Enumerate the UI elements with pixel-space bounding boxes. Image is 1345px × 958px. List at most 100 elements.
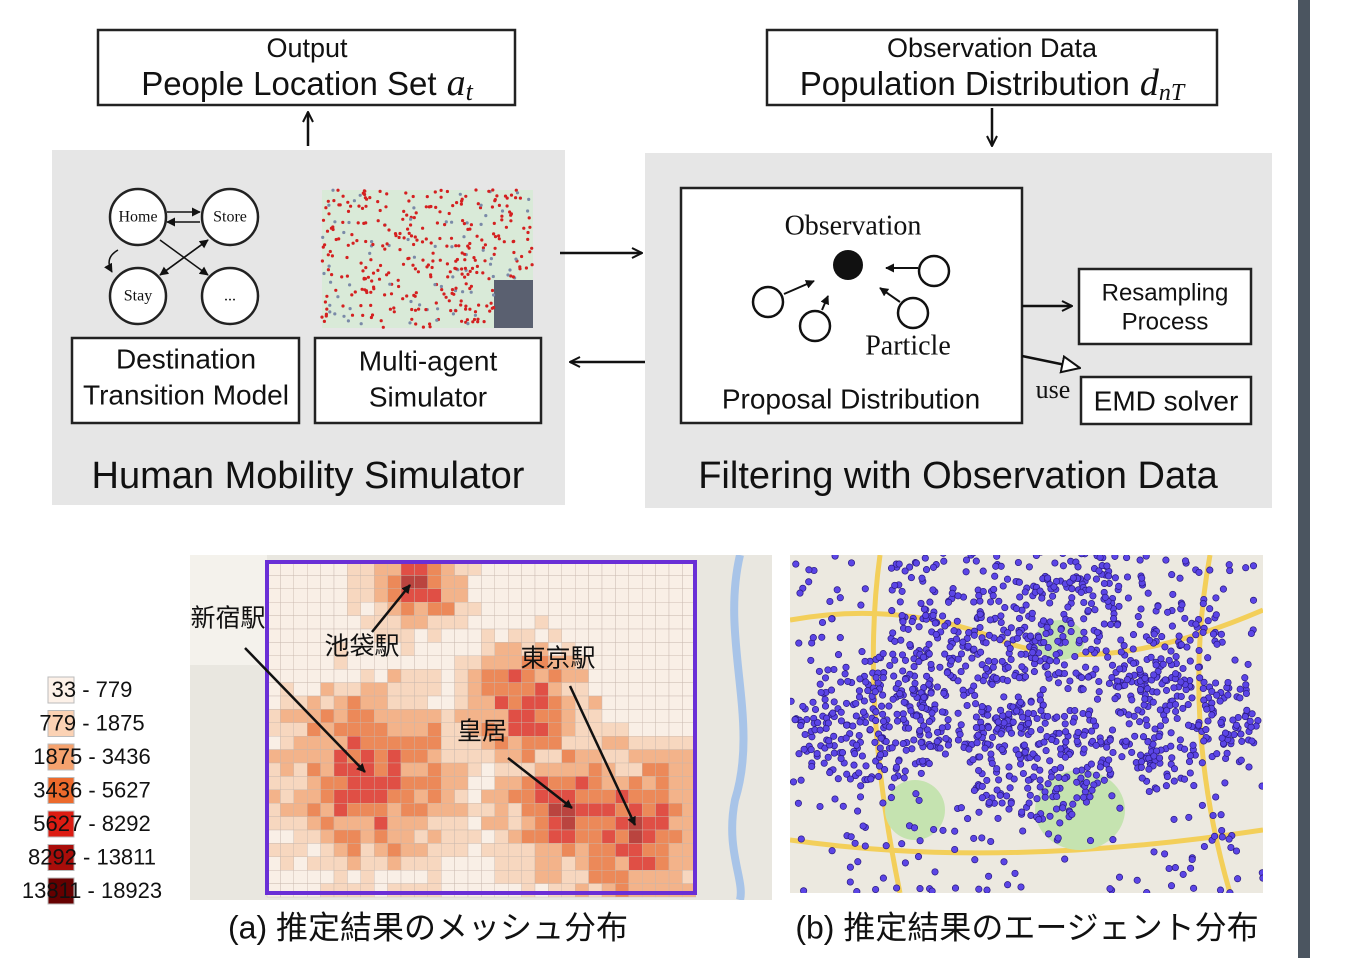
- agent-dot: [429, 205, 432, 208]
- mesh-cell: [481, 857, 494, 870]
- agent-dot: [958, 805, 964, 811]
- agent-dot: [969, 538, 975, 544]
- agent-dot: [1233, 848, 1239, 854]
- mesh-cell: [361, 736, 374, 749]
- agent-dot: [1148, 654, 1154, 660]
- agent-dot: [896, 758, 902, 764]
- agent-dot: [421, 259, 424, 262]
- agent-dot: [487, 190, 490, 193]
- mesh-cell: [401, 857, 414, 870]
- mesh-cell: [334, 575, 347, 588]
- agent-dot: [930, 587, 936, 593]
- agent-dot: [446, 262, 449, 265]
- agent-dot: [858, 783, 864, 789]
- agent-dot: [484, 243, 487, 246]
- agent-dot: [1010, 719, 1016, 725]
- agent-dot: [995, 719, 1001, 725]
- agent-dot: [1017, 724, 1023, 730]
- mesh-cell: [562, 629, 575, 642]
- agent-dot: [1104, 744, 1110, 750]
- agent-dot: [440, 196, 443, 199]
- agent-dot: [1187, 770, 1193, 776]
- mesh-cell: [508, 790, 521, 803]
- mesh-cell: [468, 589, 481, 602]
- agent-dot: [1174, 715, 1180, 721]
- agent-dot: [970, 550, 976, 556]
- agent-dot: [902, 676, 908, 682]
- agent-dot: [1191, 782, 1197, 788]
- agent-dot: [1023, 602, 1029, 608]
- mesh-cell: [374, 857, 387, 870]
- agent-dot: [1151, 631, 1157, 637]
- agent-dot: [1041, 639, 1047, 645]
- agent-dot: [443, 223, 446, 226]
- mesh-cell: [535, 817, 548, 830]
- mesh-cell: [468, 870, 481, 883]
- agent-dot: [996, 523, 1002, 529]
- agent-dot: [454, 309, 457, 312]
- agent-dot: [407, 257, 410, 260]
- agent-dot: [954, 538, 960, 544]
- mesh-cell: [321, 575, 334, 588]
- agent-dot: [1051, 584, 1057, 590]
- mesh-cell: [294, 616, 307, 629]
- agent-dot: [360, 262, 363, 265]
- mesh-cell: [414, 723, 427, 736]
- agent-dot: [1031, 668, 1037, 674]
- agent-dot: [425, 237, 428, 240]
- figure: Output People Location Setat Observation…: [0, 0, 1345, 958]
- agent-dot: [461, 273, 464, 276]
- agent-dot: [899, 612, 905, 618]
- agent-dot: [1057, 765, 1063, 771]
- agent-dot: [466, 322, 469, 325]
- agent-dot: [1119, 754, 1125, 760]
- mesh-cell: [602, 656, 615, 669]
- agent-dot: [853, 700, 859, 706]
- mesh-cell: [428, 575, 441, 588]
- mesh-cell: [334, 790, 347, 803]
- mesh-cell: [468, 669, 481, 682]
- mesh-cell: [562, 817, 575, 830]
- agent-dot: [903, 747, 909, 753]
- mesh-cell: [656, 575, 669, 588]
- agent-dot: [843, 700, 849, 706]
- agent-dot: [977, 754, 983, 760]
- mesh-cell: [361, 817, 374, 830]
- agent-dot: [1001, 720, 1007, 726]
- mesh-cell: [669, 803, 682, 816]
- mesh-cell: [548, 575, 561, 588]
- mesh-cell: [414, 843, 427, 856]
- agent-dot: [887, 662, 893, 668]
- agent-dot: [817, 681, 823, 687]
- mesh-cell: [669, 629, 682, 642]
- mesh-cell: [535, 602, 548, 615]
- agent-dot: [448, 299, 451, 302]
- mesh-cell: [280, 817, 293, 830]
- agent-dot: [1004, 882, 1010, 888]
- agent-dot: [892, 582, 898, 588]
- agent-dot: [435, 319, 438, 322]
- agent-dot: [1145, 739, 1151, 745]
- agent-dot: [364, 277, 367, 280]
- mesh-cell: [468, 656, 481, 669]
- agent-dot: [1054, 786, 1060, 792]
- agent-dot: [487, 277, 490, 280]
- mesh-cell: [307, 870, 320, 883]
- agent-dot: [1078, 775, 1084, 781]
- mesh-cell: [629, 602, 642, 615]
- agent-dot: [512, 240, 515, 243]
- agent-dot: [1168, 883, 1174, 889]
- agent-dot: [381, 244, 384, 247]
- agent-dot: [433, 283, 436, 286]
- mesh-cell: [428, 803, 441, 816]
- agent-dot: [902, 860, 908, 866]
- agent-dot: [831, 750, 837, 756]
- mesh-cell: [589, 870, 602, 883]
- mesh-cell: [508, 763, 521, 776]
- mesh-cell: [669, 589, 682, 602]
- agent-dot: [449, 270, 452, 273]
- mesh-cell: [374, 817, 387, 830]
- agent-dot: [1096, 689, 1102, 695]
- mesh-cell: [535, 843, 548, 856]
- agent-dot: [945, 599, 951, 605]
